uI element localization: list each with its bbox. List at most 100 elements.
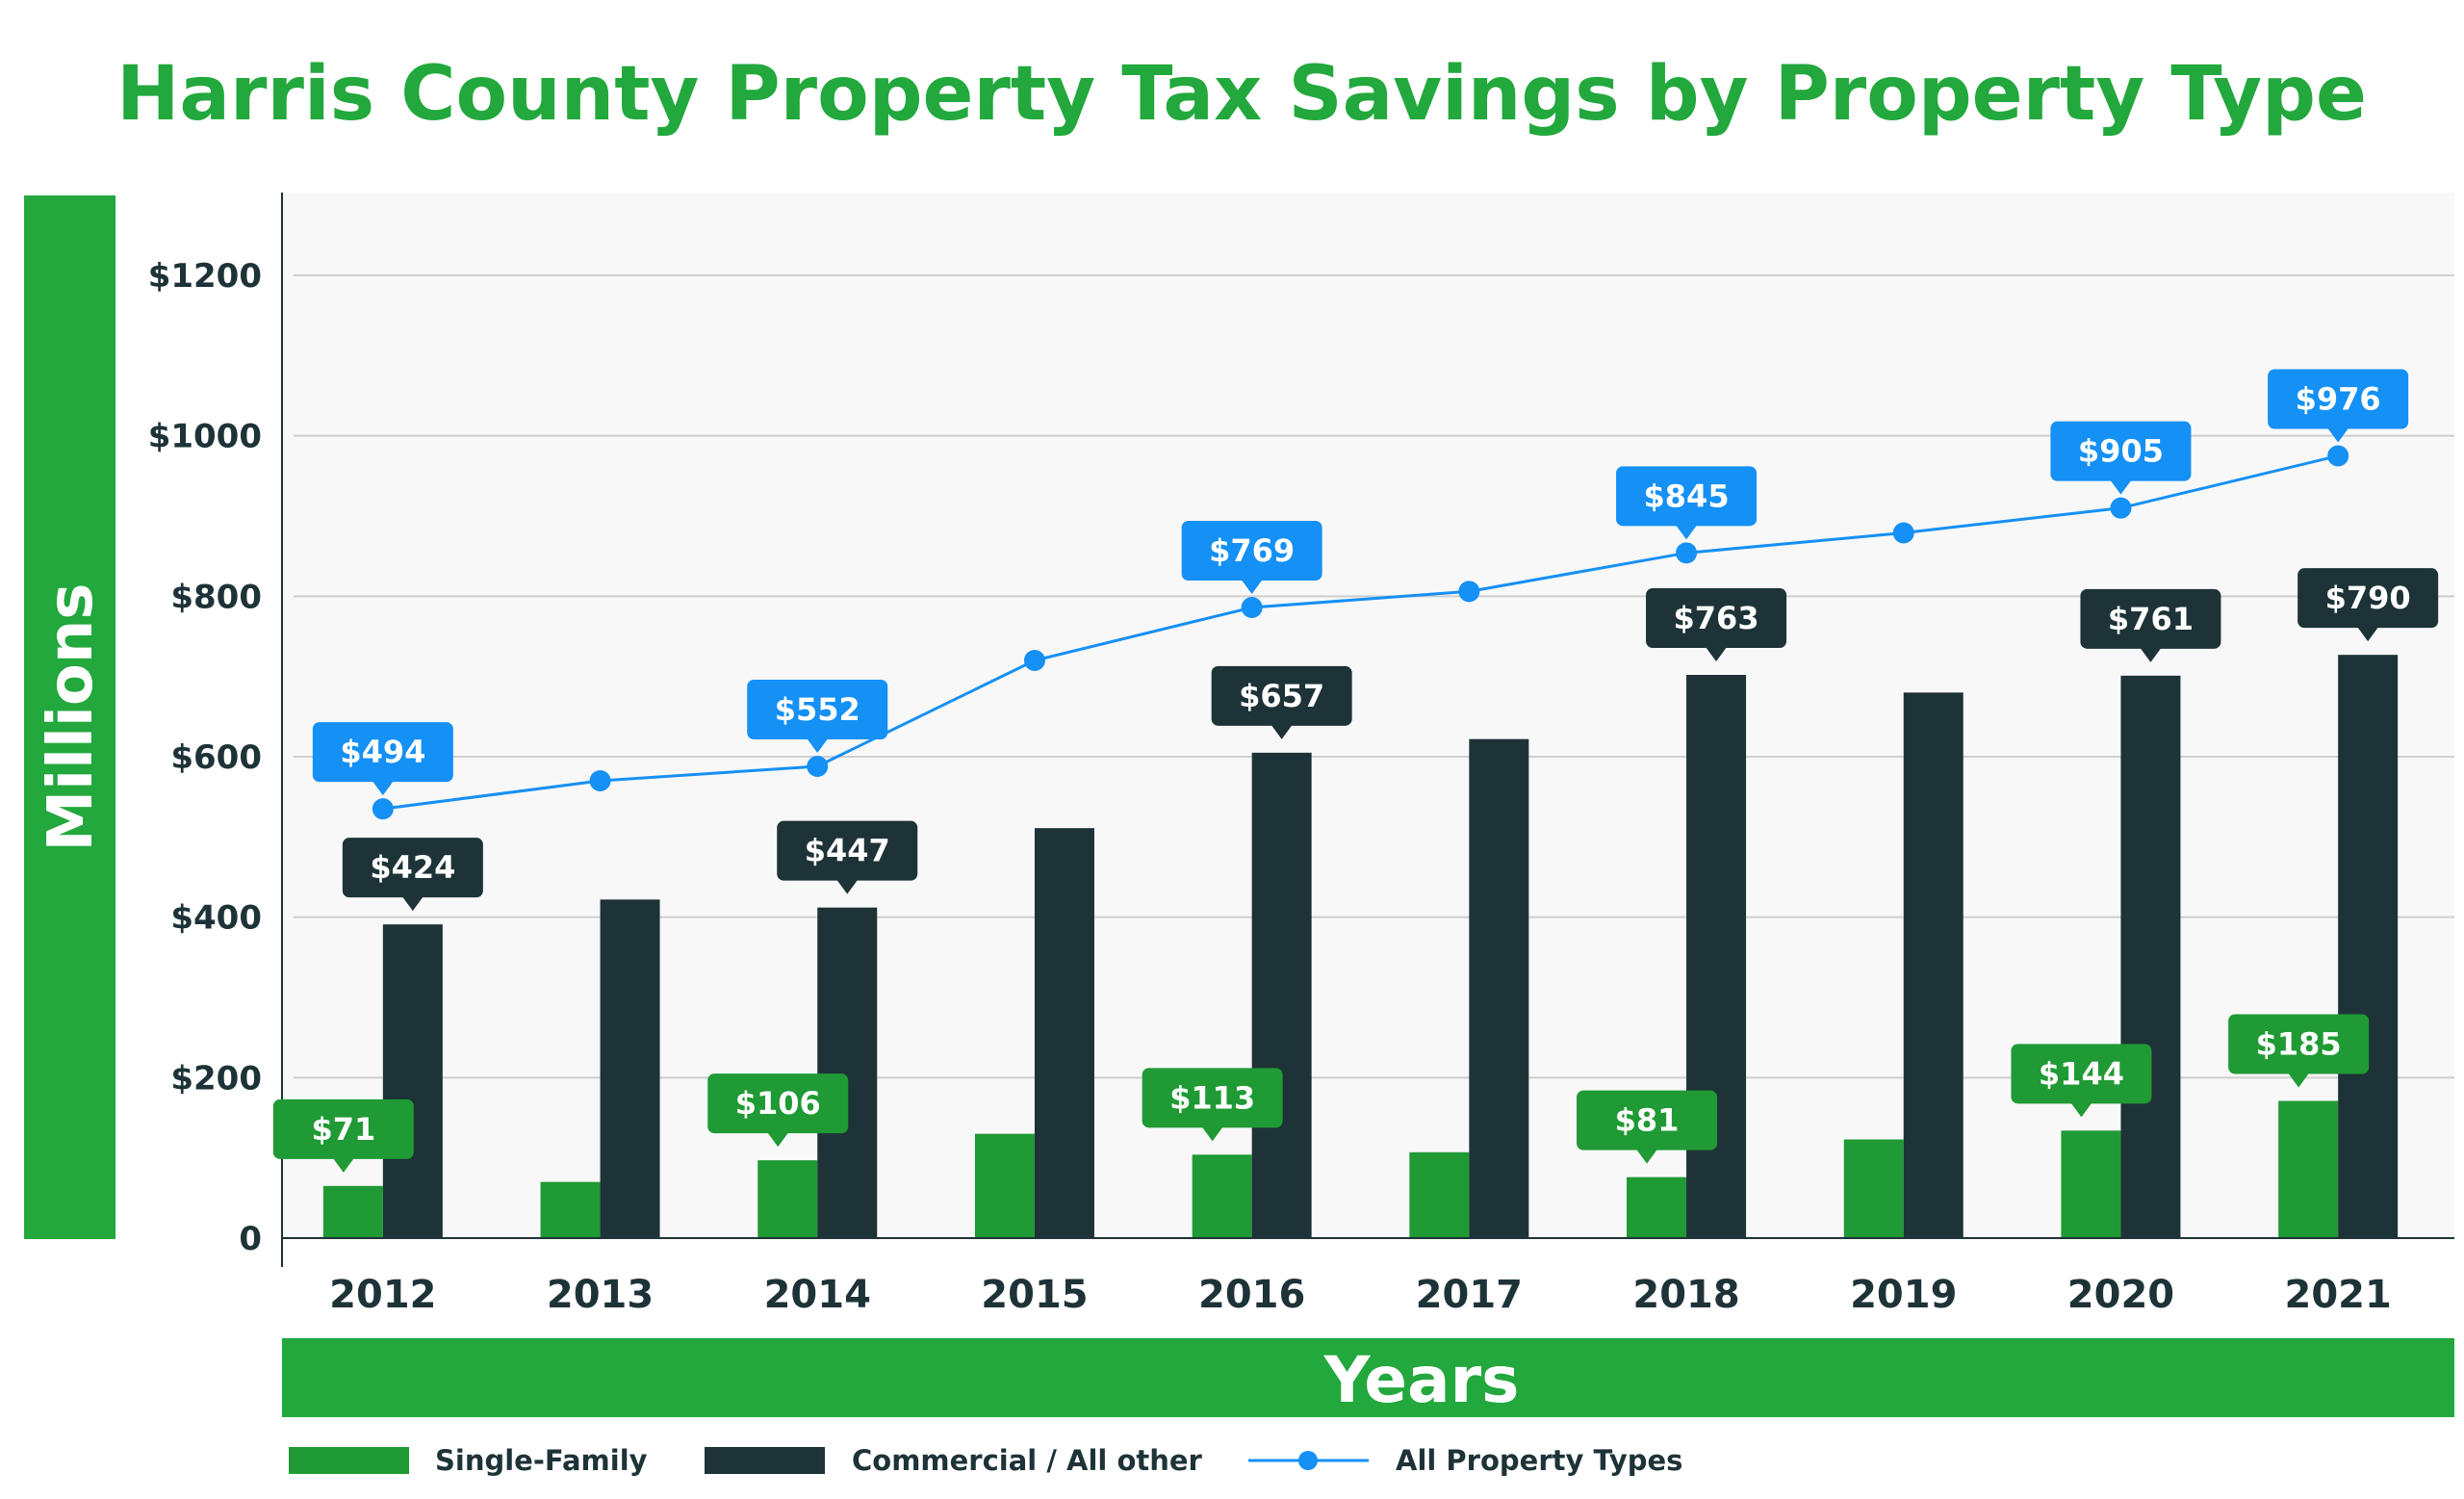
- all-property-types-line-layer: [372, 445, 2349, 820]
- point-all-property-types: [372, 798, 394, 820]
- svg-text:$763: $763: [1674, 600, 1759, 636]
- svg-text:$106: $106: [735, 1085, 821, 1122]
- data-label-commercial: $657: [1211, 665, 1352, 739]
- data-label-commercial: $447: [777, 820, 918, 894]
- svg-text:$71: $71: [311, 1111, 375, 1148]
- legend-item-single-family: Single-Family: [289, 1444, 648, 1477]
- chart-title: Harris County Property Tax Savings by Pr…: [116, 51, 2367, 138]
- data-label-single-family: $144: [2011, 1044, 2152, 1118]
- point-all-property-types: [2110, 497, 2132, 519]
- data-label-single-family: $71: [272, 1098, 414, 1173]
- data-label-commercial: $763: [1646, 588, 1787, 661]
- y-tick-label: $1000: [148, 418, 262, 456]
- x-tick-label: 2014: [764, 1273, 871, 1317]
- point-all-property-types: [1458, 581, 1480, 603]
- x-tick-label: 2012: [329, 1273, 436, 1317]
- y-tick-label: $800: [170, 578, 262, 616]
- svg-text:All Property Types: All Property Types: [1396, 1444, 1682, 1477]
- svg-text:$976: $976: [2296, 381, 2381, 418]
- bar-single-family: [322, 1185, 383, 1238]
- bar-commercial: [1903, 692, 1964, 1238]
- legend-item-all-property-types: All Property Types: [1248, 1444, 1682, 1477]
- line-all-property-types: [382, 454, 2339, 811]
- data-label-all-property-types: $769: [1181, 521, 1322, 594]
- data-label-commercial: $790: [2297, 568, 2439, 642]
- point-all-property-types: [589, 770, 611, 791]
- svg-text:$494: $494: [340, 734, 425, 770]
- y-axis-ticks: 0 $200 $400 $600 $800 $1000 $1200: [148, 257, 262, 1258]
- bar-single-family: [1843, 1139, 1904, 1238]
- x-tick-label: 2015: [981, 1273, 1088, 1317]
- svg-text:$761: $761: [2108, 601, 2194, 637]
- bar-single-family: [1409, 1151, 1470, 1238]
- data-label-single-family: $113: [1142, 1068, 1283, 1142]
- bar-commercial: [2338, 655, 2399, 1238]
- bar-single-family: [757, 1160, 818, 1238]
- data-label-all-property-types: $845: [1616, 466, 1758, 540]
- data-label-single-family: $106: [707, 1073, 849, 1148]
- data-label-single-family: $185: [2228, 1014, 2370, 1088]
- svg-text:$790: $790: [2325, 580, 2411, 616]
- bar-single-family: [974, 1133, 1035, 1238]
- y-axis-title-band: [24, 195, 116, 1239]
- svg-text:$144: $144: [2039, 1055, 2124, 1092]
- bar-commercial: [1469, 738, 1529, 1238]
- x-tick-label: 2017: [1416, 1273, 1523, 1317]
- svg-text:$905: $905: [2078, 433, 2164, 470]
- data-label-commercial: $761: [2080, 588, 2221, 662]
- bar-single-family: [2278, 1100, 2339, 1238]
- x-tick-label: 2019: [1850, 1273, 1957, 1317]
- svg-text:$185: $185: [2256, 1026, 2342, 1063]
- svg-text:$424: $424: [370, 849, 455, 886]
- bar-commercial: [1034, 828, 1094, 1238]
- point-all-property-types: [1892, 522, 1914, 544]
- bar-commercial: [600, 899, 660, 1238]
- x-tick-label: 2020: [2067, 1273, 2174, 1317]
- x-tick-label: 2021: [2284, 1273, 2391, 1317]
- bar-commercial: [1686, 675, 1747, 1238]
- data-label-commercial: $424: [342, 838, 483, 912]
- bar-single-family: [540, 1181, 601, 1238]
- x-axis-title: Years: [1323, 1343, 1520, 1417]
- x-tick-label: 2016: [1198, 1273, 1305, 1317]
- data-label-all-property-types: $976: [2268, 369, 2409, 443]
- x-axis-title-band: [282, 1338, 2454, 1417]
- x-tick-label: 2018: [1632, 1273, 1739, 1317]
- point-all-property-types: [2327, 445, 2349, 467]
- svg-text:$81: $81: [1615, 1102, 1680, 1139]
- data-label-all-property-types: $552: [747, 680, 888, 753]
- y-tick-label: 0: [239, 1220, 262, 1258]
- svg-text:$113: $113: [1169, 1079, 1255, 1116]
- legend-swatch: [705, 1447, 825, 1474]
- bar-commercial: [382, 924, 443, 1238]
- data-label-all-property-types: $905: [2050, 421, 2192, 495]
- legend-marker: [1298, 1451, 1318, 1470]
- svg-text:$447: $447: [805, 833, 890, 869]
- bar-commercial: [1251, 752, 1312, 1238]
- data-label-bubbles: $71 $424 $494 $106 $447 $552 $113 $657 $769 $81 $7…: [272, 369, 2439, 1173]
- bar-commercial: [817, 907, 878, 1238]
- point-all-property-types: [1241, 597, 1263, 618]
- point-all-property-types: [1023, 650, 1045, 671]
- x-tick-label: 2013: [547, 1273, 654, 1317]
- svg-text:$552: $552: [775, 691, 860, 728]
- y-tick-label: $600: [170, 738, 262, 777]
- bar-single-family: [1627, 1176, 1687, 1238]
- data-label-single-family: $81: [1577, 1090, 1718, 1164]
- svg-text:$657: $657: [1239, 678, 1324, 714]
- y-tick-label: $200: [170, 1059, 262, 1098]
- legend-swatch: [289, 1447, 409, 1474]
- svg-text:$845: $845: [1644, 478, 1730, 514]
- data-label-all-property-types: $494: [312, 722, 453, 796]
- svg-text:$769: $769: [1209, 532, 1295, 569]
- bar-commercial: [2120, 675, 2181, 1238]
- y-tick-label: $1200: [148, 257, 262, 296]
- bars: [322, 655, 2399, 1238]
- bar-single-family: [2061, 1130, 2121, 1238]
- legend: Single-Family Commercial / All other All P…: [289, 1444, 1682, 1477]
- svg-text:Commercial / All other: Commercial / All other: [852, 1444, 1203, 1477]
- x-axis-ticks: 2012 2013 2014 2015 2016 2017 2018 2019 2020 2021: [329, 1273, 2392, 1317]
- y-tick-label: $400: [170, 899, 262, 938]
- legend-item-commercial: Commercial / All other: [705, 1444, 1203, 1477]
